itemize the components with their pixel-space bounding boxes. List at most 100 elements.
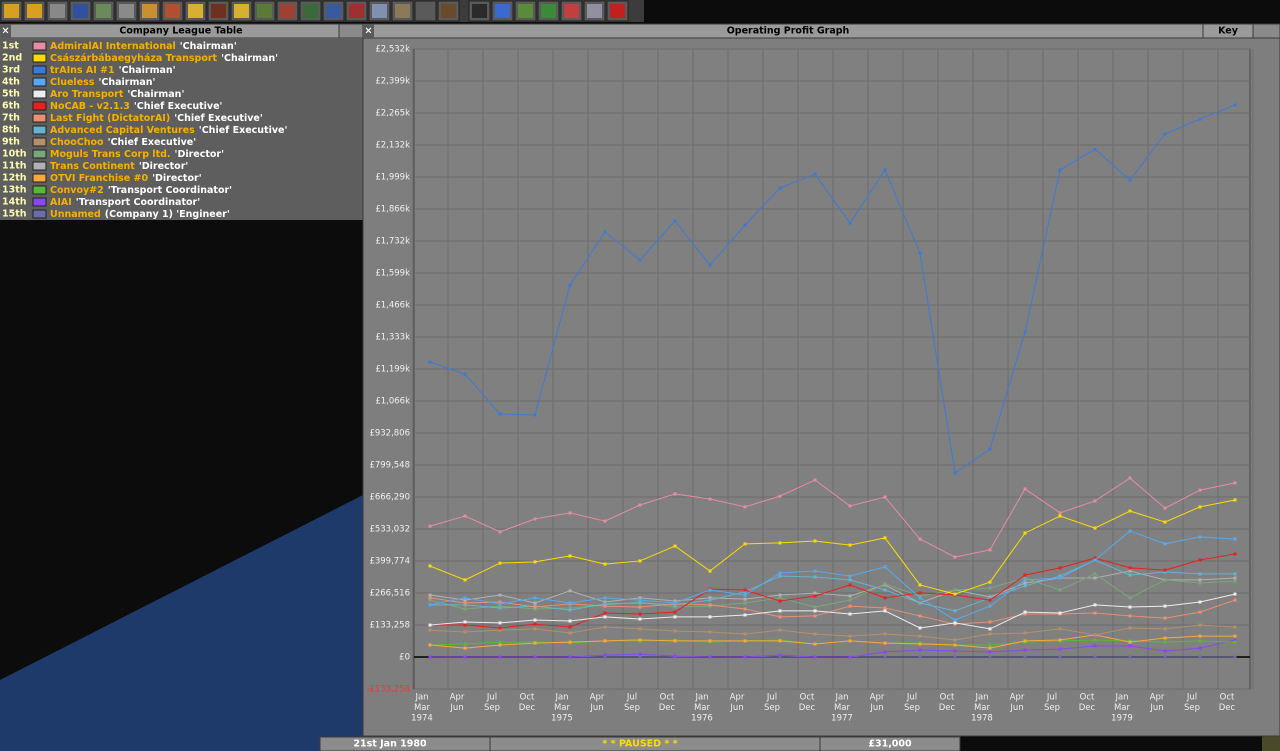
close-button[interactable] [363, 24, 374, 38]
series-point [848, 583, 852, 587]
series-point [1198, 535, 1202, 539]
series-point [498, 626, 502, 630]
series-point [568, 608, 572, 612]
series-point [603, 615, 607, 619]
x-tick-label: Jun [729, 703, 743, 713]
series-point [953, 618, 957, 622]
series-point [428, 564, 432, 568]
x-tick-label: Dec [1219, 703, 1236, 713]
series-point [603, 653, 607, 657]
company-swatch [32, 65, 47, 75]
x-tick-label: Sep [764, 703, 780, 713]
series-point [1093, 499, 1097, 503]
league-rank: 9th [2, 137, 20, 148]
series-point [1233, 572, 1237, 576]
series-point [1023, 639, 1027, 643]
x-tick-label: Dec [519, 703, 536, 713]
company-swatch [32, 185, 47, 195]
series-point [1023, 573, 1027, 577]
pin-button[interactable] [1252, 23, 1280, 39]
league-entry: Aro Transport 'Chairman' [50, 89, 184, 100]
series-point [848, 604, 852, 608]
series-point [1198, 600, 1202, 604]
series-point [1198, 623, 1202, 627]
series-point [568, 589, 572, 593]
series-point [533, 622, 537, 626]
series-point [1058, 574, 1062, 578]
series-point [498, 593, 502, 597]
series-point [743, 639, 747, 643]
series-point [1233, 638, 1237, 642]
company-name: Moguls Trans Corp ltd. [50, 149, 171, 160]
series-point [988, 646, 992, 650]
series-point [708, 598, 712, 602]
x-tick-label: Apr [1010, 693, 1025, 703]
series-point [988, 447, 992, 451]
series-point [988, 598, 992, 602]
series-point [848, 221, 852, 225]
series-point [533, 560, 537, 564]
y-tick-label: £533,032 [369, 525, 410, 535]
series-point [1233, 634, 1237, 638]
series-point [463, 646, 467, 650]
league-rank: 6th [2, 101, 20, 112]
series-point [1093, 655, 1097, 659]
y-tick-label: £1,199k [375, 365, 410, 375]
close-button[interactable] [0, 24, 11, 38]
series-point [1023, 612, 1027, 616]
toolbar-icon [441, 4, 456, 18]
company-title: 'Chief Executive' [108, 137, 197, 148]
series-point [883, 565, 887, 569]
x-tick-label: Jul [626, 693, 637, 703]
company-name: ChooChoo [50, 137, 104, 148]
toolbar-icon [418, 4, 433, 18]
series-point [638, 605, 642, 609]
series-point [1023, 581, 1027, 585]
series-point [988, 604, 992, 608]
y-tick-label: £1,999k [375, 173, 410, 183]
x-tick-label: Mar [974, 703, 991, 713]
series-point [813, 655, 817, 659]
series-point [603, 596, 607, 600]
series-point [883, 596, 887, 600]
x-tick-label: Sep [904, 703, 920, 713]
series-point [568, 606, 572, 610]
company-name: trAIns AI #1 [50, 65, 115, 76]
company-swatch [32, 197, 47, 207]
y-tick-label: £399,774 [369, 557, 410, 567]
x-tick-label: Jul [766, 693, 777, 703]
series-point [638, 612, 642, 616]
toolbar-icon [326, 4, 341, 18]
toolbar-icon [372, 4, 387, 18]
pin-button[interactable] [338, 23, 364, 39]
key-button-label[interactable]: Key [1218, 26, 1239, 37]
x-tick-label: Sep [624, 703, 640, 713]
toolbar-icon [142, 4, 157, 18]
league-rank: 10th [2, 149, 27, 160]
series-line [430, 553, 1236, 629]
series-point [988, 596, 992, 600]
company-swatch [32, 161, 47, 171]
series-point [428, 593, 432, 597]
series-point [463, 514, 467, 518]
series-point [673, 615, 677, 619]
x-tick-year: 1977 [831, 714, 853, 724]
series-point [1128, 596, 1132, 600]
company-swatch [32, 173, 47, 183]
series-point [1093, 633, 1097, 637]
series-point [463, 603, 467, 607]
league-rank: 15th [2, 209, 27, 220]
league-entry: ChooChoo 'Chief Executive' [50, 137, 196, 148]
series-point [708, 497, 712, 501]
x-tick-label: Mar [834, 703, 851, 713]
company-swatch [32, 41, 47, 51]
series-point [638, 601, 642, 605]
series-point [1163, 542, 1167, 546]
series-point [743, 597, 747, 601]
series-point [953, 643, 957, 647]
league-entry: NoCAB - v2.1.3 'Chief Executive' [50, 101, 222, 112]
x-tick-label: Sep [484, 703, 500, 713]
series-point [1023, 648, 1027, 652]
series-point [463, 598, 467, 602]
series-point [603, 562, 607, 566]
